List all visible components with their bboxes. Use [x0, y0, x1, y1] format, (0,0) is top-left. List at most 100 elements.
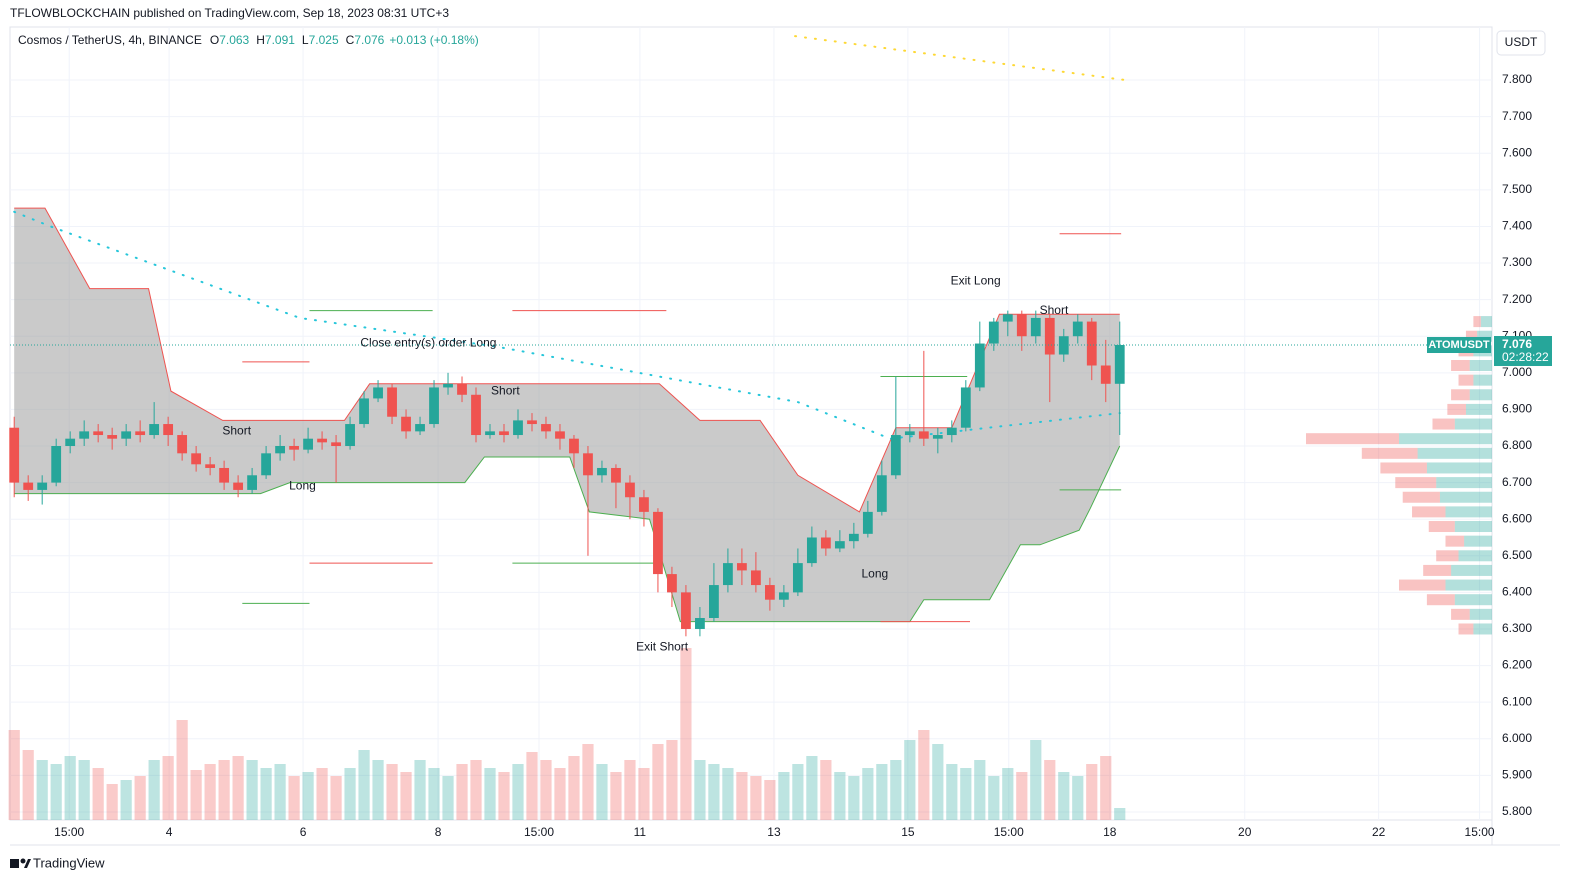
currency-button[interactable] — [1496, 30, 1546, 56]
volume-bar — [498, 772, 510, 820]
volume-bar — [456, 764, 468, 820]
candle-body — [163, 424, 174, 436]
volume-bar — [680, 648, 692, 820]
candle-body — [639, 497, 649, 512]
volume-bar — [876, 764, 888, 820]
y-tick-label: 6.300 — [1502, 621, 1532, 635]
candle-body — [695, 617, 705, 629]
candle-body — [1072, 321, 1083, 337]
candle-body — [764, 585, 775, 600]
candle-body — [527, 420, 537, 425]
volume-bar — [946, 764, 958, 820]
ohlc-value: 7.025 — [309, 33, 339, 47]
currency[interactable]: USDT — [1505, 35, 1538, 49]
candle-body — [555, 431, 565, 439]
x-tick-label: 18 — [1103, 825, 1117, 839]
volume-bar — [120, 780, 132, 820]
candle-body — [723, 563, 733, 586]
ohlc-value: 7.063 — [219, 33, 249, 47]
y-tick-label: 7.800 — [1502, 72, 1532, 86]
profile-buy — [1417, 447, 1492, 459]
x-tick-label: 15:00 — [524, 825, 554, 839]
candle-body — [373, 387, 383, 399]
volume-bar — [666, 740, 678, 820]
volume-bar — [932, 744, 944, 820]
candle-body — [904, 431, 915, 436]
candle-body — [65, 438, 76, 447]
candle-body — [834, 541, 845, 549]
y-tick-label: 7.500 — [1502, 182, 1532, 196]
candle-body — [569, 438, 579, 454]
profile-buy — [1436, 477, 1492, 489]
profile-sell — [1436, 550, 1459, 562]
ticker-box — [1427, 337, 1491, 354]
candle-body — [1030, 317, 1041, 337]
x-tick-label: 4 — [166, 825, 173, 839]
volume-bar — [638, 768, 650, 820]
volume-bar — [1002, 768, 1014, 820]
y-tick-label: 6.900 — [1502, 402, 1532, 416]
candle-body — [37, 482, 48, 490]
volume-bar — [918, 730, 930, 820]
volume-bar — [1114, 808, 1126, 820]
volume-bar — [162, 756, 174, 820]
volume-bar — [1044, 760, 1056, 820]
x-tick-label: 15:00 — [994, 825, 1024, 839]
candle-body — [513, 420, 523, 436]
profile-buy — [1477, 330, 1492, 342]
symbol: Cosmos / TetherUS, 4h, BINANCE — [18, 33, 202, 47]
y-tick-label: 6.000 — [1502, 731, 1532, 745]
volume-bar — [1086, 764, 1098, 820]
profile-buy — [1426, 462, 1492, 474]
volume-bar — [736, 772, 748, 820]
candle-body — [345, 424, 355, 447]
volume-bar — [582, 744, 594, 820]
ohlc-label: C — [346, 33, 355, 47]
candle-body — [51, 446, 62, 483]
y-tick-label: 7.700 — [1502, 109, 1532, 123]
profile-sell — [1465, 330, 1478, 342]
volume-bar — [106, 784, 118, 820]
candle-body — [289, 446, 299, 450]
candle-body — [233, 482, 244, 490]
candle-body — [443, 383, 453, 388]
candle-body — [79, 431, 90, 439]
volume-bar — [722, 768, 734, 820]
candle-body — [107, 435, 118, 439]
profile-sell — [1458, 374, 1474, 386]
x-tick-label: 8 — [435, 825, 442, 839]
volume-bar — [960, 768, 972, 820]
candle-body — [583, 453, 593, 476]
profile-sell — [1428, 521, 1455, 533]
profile-buy — [1445, 506, 1492, 518]
volume-bar — [806, 756, 818, 820]
profile-buy — [1473, 374, 1492, 386]
candle-body — [317, 438, 327, 443]
volume-bar — [764, 780, 776, 820]
y-tick-label: 7.200 — [1502, 292, 1532, 306]
volume-bar — [708, 764, 720, 820]
profile-buy — [1458, 550, 1492, 562]
volume-bar — [22, 750, 34, 820]
volume-bar — [92, 768, 104, 820]
ohlc-label: O — [210, 33, 219, 47]
volume-bar — [8, 730, 20, 820]
volume-bar — [414, 760, 426, 820]
x-tick-label: 22 — [1372, 825, 1386, 839]
candle-body — [499, 431, 509, 436]
volume-bar — [428, 768, 440, 820]
ohlc-value: 7.091 — [265, 33, 295, 47]
channel-fill — [14, 208, 1120, 622]
last-price: 7.076 — [1502, 337, 1532, 351]
y-tick-label: 7.400 — [1502, 219, 1532, 233]
volume-bar — [890, 760, 902, 820]
profile-buy — [1480, 316, 1492, 328]
candle-body — [876, 475, 887, 512]
y-tick-label: 7.000 — [1502, 365, 1532, 379]
annotation: Short — [491, 383, 520, 397]
volume-bar — [1030, 740, 1042, 820]
volume-bar — [386, 764, 398, 820]
candle-body — [303, 438, 313, 450]
volume-bar — [260, 768, 272, 820]
